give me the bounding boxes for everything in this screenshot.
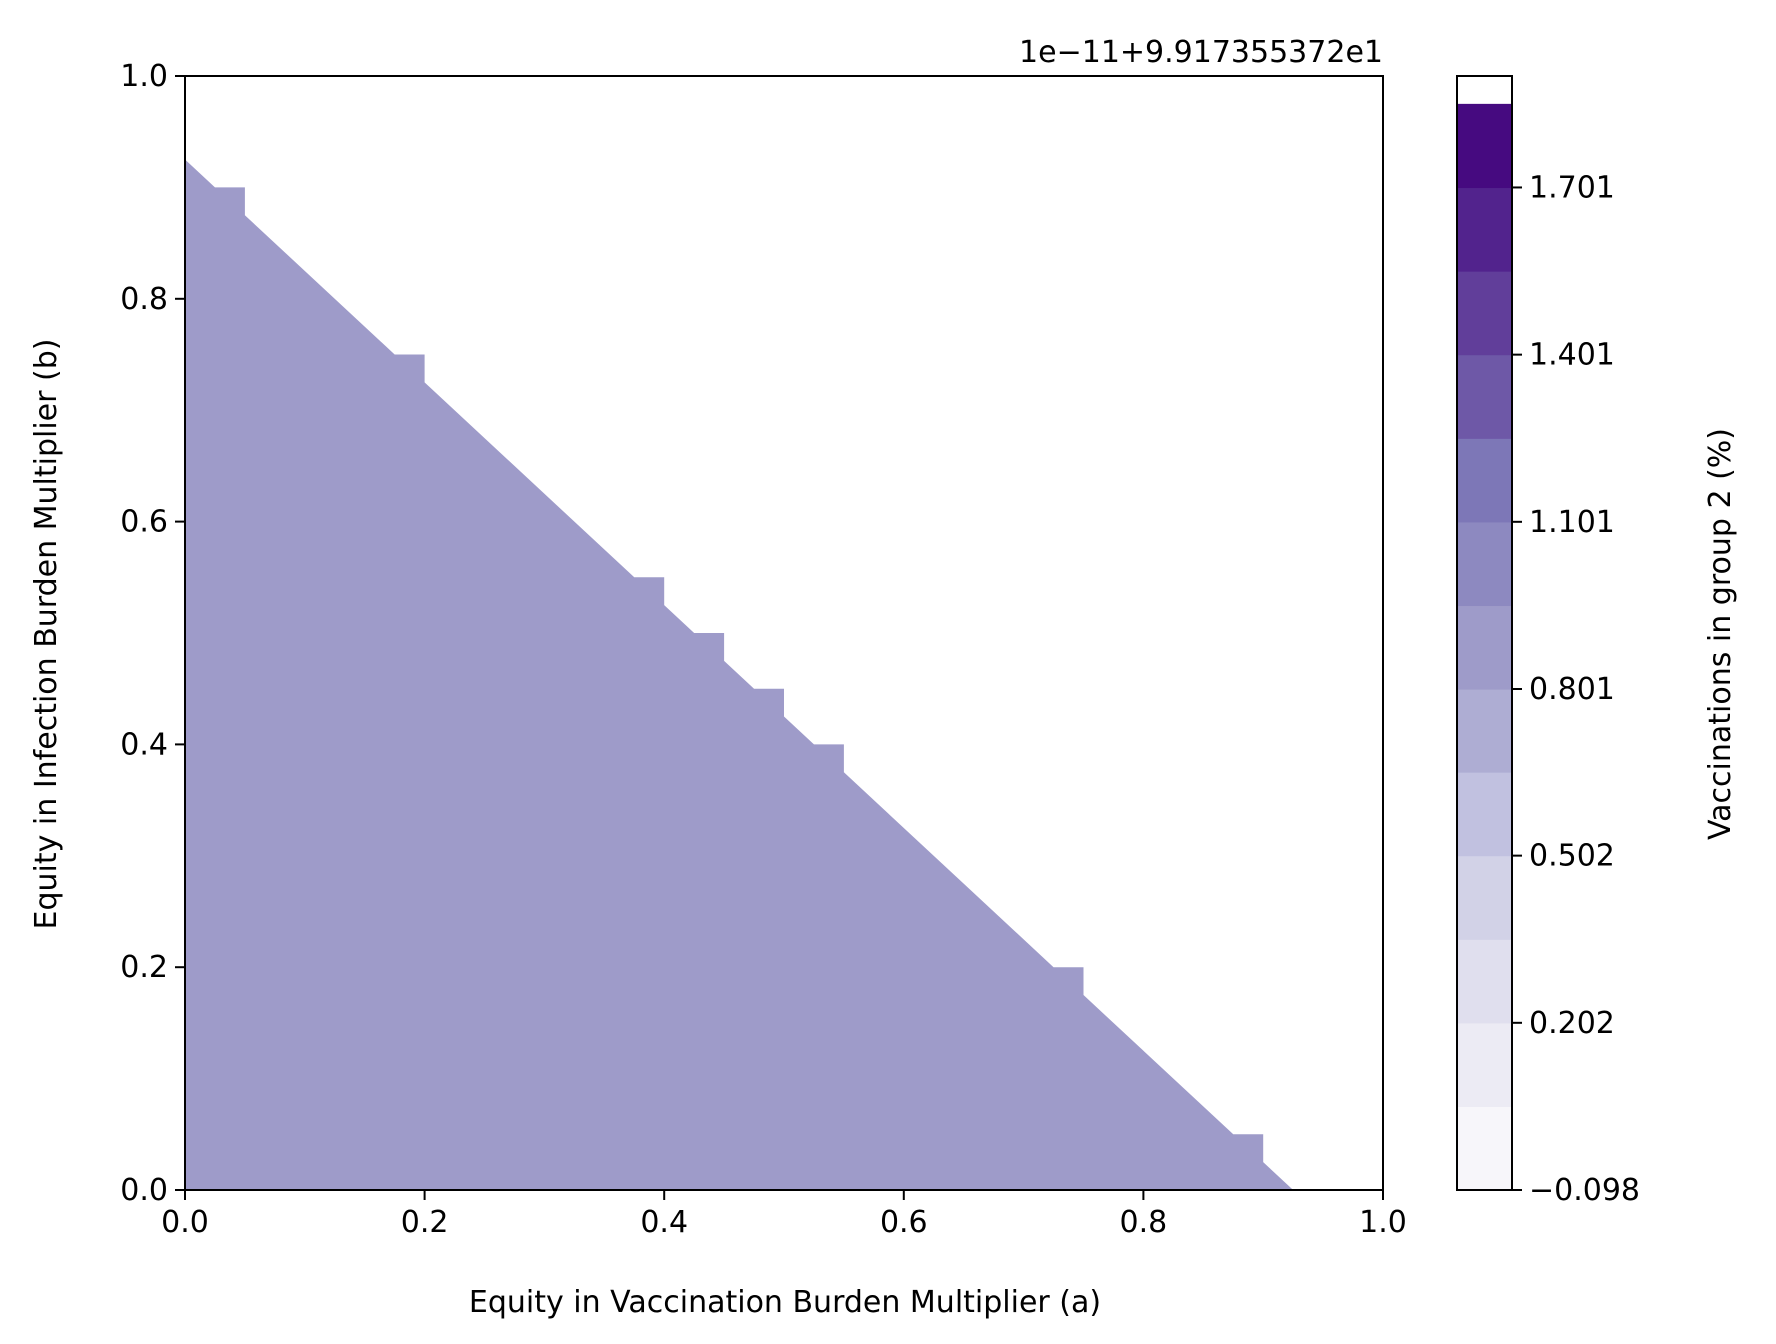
colorbar: −0.098 0.202 0.502 0.801 1.101 1.401 1.701 [1456,75,1640,1208]
colorbar-offset-text: 1e−11+9.917355372e1 [1019,35,1383,70]
colorbar-band [1457,271,1512,356]
x-tick-label: 0.6 [880,1205,928,1240]
plot-area [184,75,1384,1191]
plot-frame [184,75,1384,1191]
colorbar-frame [1456,75,1513,1191]
colorbar-tick-label: −0.098 [1529,1173,1640,1208]
colorbar-band [1457,605,1512,690]
colorbar-tick-label: 0.801 [1529,672,1615,707]
y-axis-label: Equity in Infection Burden Multiplier (b… [29,339,64,930]
colorbar-band [1457,103,1512,189]
y-tick-label: 0.8 [120,282,168,317]
colorbar-label: Vaccinations in group 2 (%) [1703,428,1738,840]
colorbar-band [1457,521,1512,607]
y-tick-label: 0.0 [120,1173,168,1208]
colorbar-band [1457,354,1512,439]
colorbar-tick-label: 1.401 [1529,338,1615,373]
x-tick-label: 0.8 [1120,1205,1168,1240]
colorbar-band [1457,689,1512,773]
y-tick-label: 1.0 [120,59,168,94]
x-tick-label: 0.0 [161,1205,209,1240]
x-axis-label: Equity in Vaccination Burden Multiplier … [469,1285,1101,1320]
colorbar-band [1457,1106,1512,1191]
colorbar-band [1457,187,1512,272]
y-axis: 0.0 0.2 0.4 0.6 0.8 1.0 [120,59,185,1208]
colorbar-band [1457,438,1512,523]
x-tick-label: 0.2 [401,1205,449,1240]
colorbar-band [1457,855,1512,940]
x-tick-label: 0.4 [640,1205,688,1240]
colorbar-tick-label: 1.101 [1529,505,1615,540]
colorbar-band [1457,772,1512,857]
y-tick-label: 0.4 [120,727,168,762]
x-axis: 0.0 0.2 0.4 0.6 0.8 1.0 [161,1190,1407,1240]
colorbar-band [1457,939,1512,1024]
colorbar-tick-label: 0.502 [1529,839,1615,874]
contour-region [185,159,1294,1190]
y-tick-label: 0.6 [120,505,168,540]
y-tick-label: 0.2 [120,950,168,985]
colorbar-tick-label: 0.202 [1529,1006,1615,1041]
colorbar-tick-label: 1.701 [1529,170,1615,205]
colorbar-band [1457,1022,1512,1108]
x-tick-label: 1.0 [1359,1205,1407,1240]
